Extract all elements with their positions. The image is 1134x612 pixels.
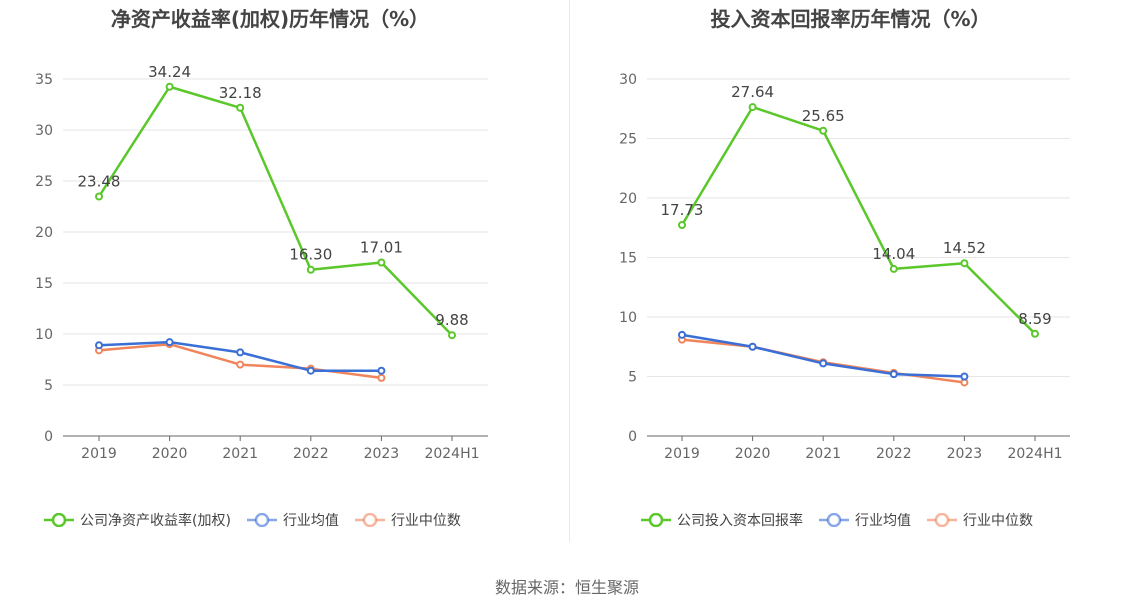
data-point[interactable] bbox=[819, 126, 828, 135]
x-tick-label: 2022 bbox=[876, 446, 912, 462]
y-tick-label: 20 bbox=[35, 225, 53, 241]
x-tick-label: 2020 bbox=[152, 446, 188, 462]
data-point[interactable] bbox=[306, 366, 315, 375]
legend-label: 行业均值 bbox=[282, 513, 339, 529]
panel-divider bbox=[569, 0, 570, 542]
legend-label: 行业均值 bbox=[855, 513, 911, 529]
data-label: 9.88 bbox=[435, 311, 468, 329]
y-tick-label: 25 bbox=[619, 132, 637, 148]
chart-title: 净资产收益率(加权)历年情况（%） bbox=[110, 7, 430, 31]
data-point[interactable] bbox=[448, 331, 456, 340]
legend-marker-icon bbox=[354, 513, 385, 527]
legend-label: 公司净资产收益率(加权) bbox=[80, 513, 231, 529]
x-tick-label: 2022 bbox=[293, 446, 329, 462]
x-tick-label: 2019 bbox=[81, 446, 117, 462]
data-point[interactable] bbox=[889, 264, 898, 273]
legend-marker-icon bbox=[246, 513, 277, 527]
x-tick-label: 2019 bbox=[664, 446, 700, 462]
data-label: 8.59 bbox=[1018, 310, 1051, 328]
data-point[interactable] bbox=[748, 103, 757, 112]
y-tick-label: 30 bbox=[35, 123, 53, 139]
data-label: 25.65 bbox=[802, 107, 845, 125]
x-tick-label: 2023 bbox=[947, 446, 983, 462]
data-label: 17.01 bbox=[360, 238, 403, 256]
y-tick-label: 15 bbox=[619, 251, 637, 267]
roic-chart-panel: 投入资本回报率历年情况（%） 0 5 10 15 20 25 30 2019 2020 2021 2… bbox=[567, 0, 1134, 545]
data-point[interactable] bbox=[678, 330, 686, 339]
y-tick-label: 35 bbox=[35, 72, 53, 88]
data-point[interactable] bbox=[165, 82, 174, 91]
legend-item[interactable]: 公司投入资本回报率 bbox=[641, 510, 803, 530]
data-label: 14.52 bbox=[943, 239, 986, 257]
data-point[interactable] bbox=[377, 373, 386, 382]
data-point[interactable] bbox=[377, 258, 386, 267]
legend-item[interactable]: 行业均值 bbox=[819, 510, 911, 530]
series-line-0 bbox=[680, 105, 1036, 335]
legend-item[interactable]: 行业中位数 bbox=[354, 510, 461, 530]
data-point[interactable] bbox=[1031, 329, 1039, 338]
legend-item[interactable]: 公司净资产收益率(加权) bbox=[44, 510, 231, 530]
roic-chart-legend: 公司投入资本回报率 行业均值 行业中位数 bbox=[641, 510, 1033, 530]
data-point[interactable] bbox=[889, 370, 898, 379]
data-point[interactable] bbox=[960, 259, 969, 268]
data-point[interactable] bbox=[165, 338, 174, 347]
legend-marker-icon bbox=[641, 513, 671, 527]
data-label: 17.73 bbox=[661, 201, 704, 219]
roe-chart-panel: 净资产收益率(加权)历年情况（%） 0 5 10 15 20 25 30 35 2019 2020… bbox=[0, 0, 567, 545]
x-tick-label: 2020 bbox=[735, 446, 771, 462]
data-label: 14.04 bbox=[872, 245, 915, 263]
roe-chart-legend: 公司净资产收益率(加权) 行业均值 行业中位数 bbox=[44, 510, 461, 530]
data-point[interactable] bbox=[236, 103, 245, 112]
data-point[interactable] bbox=[960, 372, 969, 381]
y-tick-label: 10 bbox=[619, 310, 637, 326]
data-point[interactable] bbox=[306, 265, 315, 274]
roic-chart-plot: 0 5 10 15 20 25 30 2019 2020 2021 2022 2023 2024H1 17… bbox=[619, 72, 1070, 462]
y-tick-label: 0 bbox=[44, 429, 53, 445]
x-tick-label: 2024H1 bbox=[1007, 446, 1062, 462]
y-tick-label: 25 bbox=[35, 174, 53, 190]
data-point[interactable] bbox=[236, 360, 245, 369]
x-tick-label: 2023 bbox=[364, 446, 400, 462]
legend-label: 行业中位数 bbox=[390, 513, 461, 529]
data-source-footer: 数据来源：恒生聚源 bbox=[494, 578, 639, 597]
x-tick-label: 2021 bbox=[222, 446, 258, 462]
legend-marker-icon bbox=[819, 513, 849, 527]
data-point[interactable] bbox=[236, 348, 245, 357]
legend-label: 公司投入资本回报率 bbox=[677, 513, 803, 529]
y-tick-label: 15 bbox=[35, 276, 53, 292]
chart-title: 投入资本回报率历年情况（%） bbox=[710, 7, 991, 31]
data-label: 27.64 bbox=[731, 83, 774, 101]
x-tick-label: 2024H1 bbox=[424, 446, 479, 462]
series-line-0 bbox=[97, 85, 453, 337]
data-label: 23.48 bbox=[78, 173, 121, 191]
x-tick-label: 2021 bbox=[805, 446, 841, 462]
data-point[interactable] bbox=[748, 342, 757, 351]
data-point[interactable] bbox=[377, 366, 386, 375]
series-line-1 bbox=[681, 333, 965, 378]
legend-item[interactable]: 行业中位数 bbox=[927, 510, 1033, 530]
y-tick-label: 10 bbox=[35, 327, 53, 343]
legend-marker-icon bbox=[44, 513, 74, 527]
data-point[interactable] bbox=[95, 192, 103, 201]
y-tick-label: 20 bbox=[619, 191, 637, 207]
y-tick-label: 5 bbox=[628, 370, 637, 386]
data-label: 16.30 bbox=[289, 246, 332, 264]
legend-item[interactable]: 行业均值 bbox=[246, 510, 339, 530]
y-tick-label: 30 bbox=[619, 72, 637, 88]
data-point[interactable] bbox=[678, 221, 686, 230]
y-tick-label: 0 bbox=[628, 429, 637, 445]
data-label: 34.24 bbox=[148, 63, 191, 81]
roe-chart-plot: 0 5 10 15 20 25 30 35 2019 2020 2021 2022 2023 2024H1… bbox=[35, 63, 488, 462]
legend-label: 行业中位数 bbox=[963, 513, 1033, 529]
y-tick-label: 5 bbox=[44, 378, 53, 394]
data-point[interactable] bbox=[819, 359, 828, 368]
legend-marker-icon bbox=[927, 513, 957, 527]
data-label: 32.18 bbox=[219, 84, 262, 102]
data-point[interactable] bbox=[95, 341, 103, 350]
